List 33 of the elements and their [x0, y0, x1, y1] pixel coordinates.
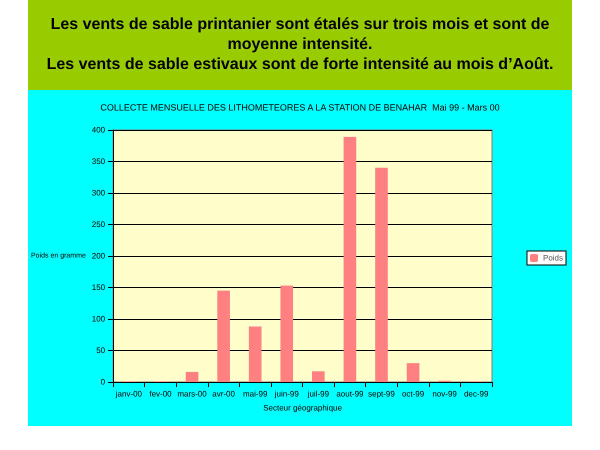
x-tick-label: aout-99 [336, 390, 364, 398]
bar [280, 286, 294, 382]
x-tick-label: dec-99 [464, 390, 489, 398]
legend-label: Poids [542, 254, 564, 262]
chart-subtitle: COLLECTE MENSUELLE DES LITHOMETEORES A LA STATION DE BENAHAR Mai 99 - Mars 00 [100, 102, 500, 112]
x-axis-title: Secteur géographique [263, 404, 342, 412]
bar [406, 363, 420, 382]
y-tick-label: 0 [100, 378, 106, 386]
bar [375, 168, 388, 382]
x-tick-label: fev-00 [149, 390, 172, 398]
y-tick-label: 50 [96, 346, 106, 355]
x-tick-label: nov-99 [432, 390, 458, 398]
x-tick-label: janv-00 [114, 390, 143, 398]
x-tick-label: mai-99 [242, 390, 268, 398]
y-tick-label: 350 [92, 157, 106, 166]
bar [248, 326, 262, 382]
x-tick-label: sept-99 [368, 390, 396, 398]
bar [186, 372, 198, 382]
bar [217, 290, 230, 382]
bar [312, 371, 325, 382]
chart-title: Les vents de sable printanier sont étalés sur trois mois et sont de moyenne intensité. Les vents de sable estivaux sont de forte intensité au mois d’Août. [28, 0, 572, 90]
x-tick-label: oct-99 [402, 390, 425, 398]
y-tick-label: 300 [92, 188, 106, 198]
y-tick-label: 100 [92, 314, 106, 324]
x-tick-label: juin-99 [274, 390, 300, 398]
y-tick-label: 150 [92, 283, 106, 292]
y-tick-label: 200 [92, 252, 106, 260]
x-tick-label: avr-00 [212, 390, 236, 398]
bar [344, 136, 356, 382]
x-tick-label: mars-00 [177, 390, 208, 398]
x-tick-label: juil-99 [306, 390, 330, 398]
y-tick-label: 400 [92, 126, 106, 134]
y-tick-label: 250 [92, 220, 106, 229]
